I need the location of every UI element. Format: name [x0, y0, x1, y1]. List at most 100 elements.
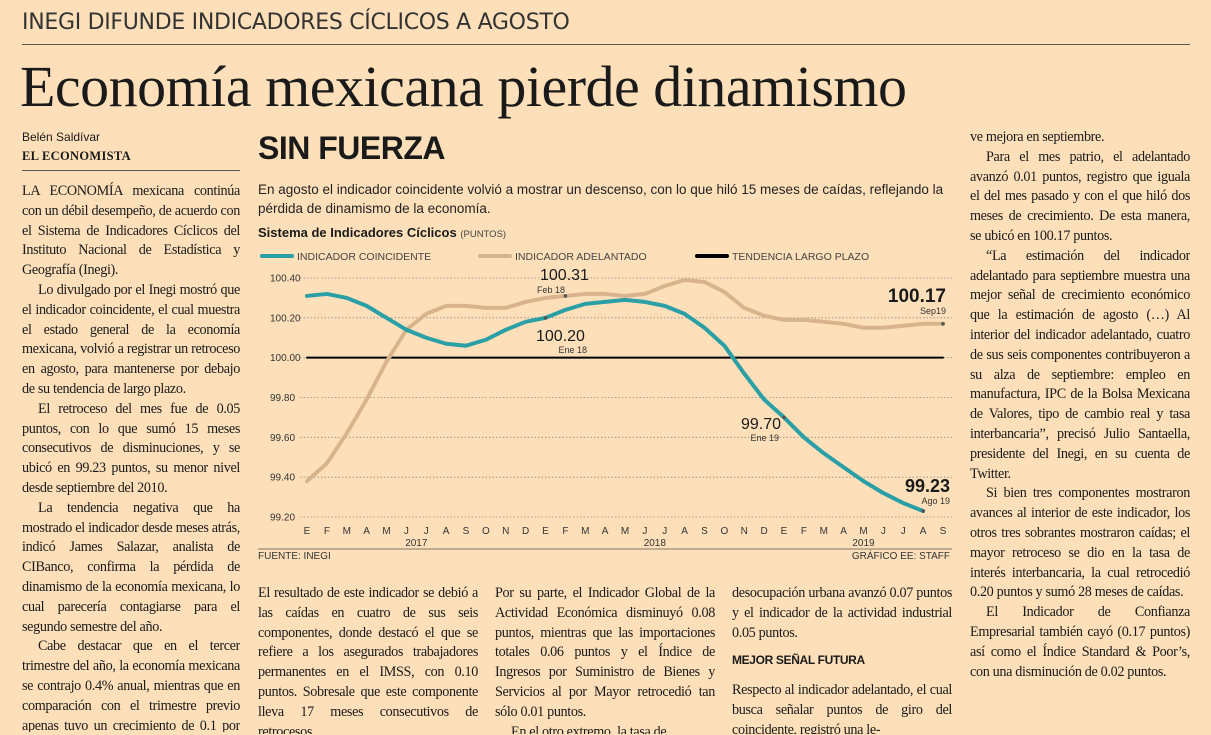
x-tick-label: D	[522, 526, 529, 537]
annotation-value: 99.23	[905, 476, 950, 496]
paragraph: “La estimación del indicador adelantado …	[970, 247, 1190, 482]
column-text: desocupación urbana avanzó 0.07 puntos y…	[732, 584, 952, 643]
column-text: Respecto al indicador adelantado, el cua…	[732, 681, 952, 734]
paragraph: El Indicador de Confianza Empresarial ta…	[970, 604, 1190, 680]
x-tick-label: E	[542, 526, 549, 537]
annotation-date: Ene 18	[558, 345, 587, 355]
annotation-value: 99.70	[741, 416, 781, 433]
annotation-dot	[543, 316, 548, 320]
y-tick-label: 99.60	[270, 433, 295, 444]
y-tick-label: 99.20	[270, 513, 295, 524]
annotation-date: Feb 18	[537, 285, 565, 295]
x-tick-label: F	[324, 526, 330, 537]
x-tick-label: M	[581, 526, 589, 537]
x-tick-label: M	[859, 526, 867, 537]
x-tick-label: F	[801, 526, 807, 537]
annotation-date: Ago 19	[921, 496, 950, 506]
paragraph: La tendencia negativa que ha mostrado el…	[22, 499, 240, 635]
y-tick-label: 99.80	[270, 393, 295, 404]
bottom-column: El resultado de este indicador se debió …	[258, 584, 478, 734]
left-column: LA ECONOMÍA mexicana continúa con un déb…	[22, 182, 240, 732]
y-tick-label: 100.00	[270, 353, 301, 364]
year-label: 2017	[405, 538, 428, 549]
x-tick-label: J	[901, 526, 906, 537]
x-tick-label: M	[820, 526, 828, 537]
x-tick-label: J	[662, 526, 667, 537]
annotation-value: 100.17	[888, 286, 946, 307]
legend-label: INDICADOR COINCIDENTE	[297, 251, 431, 263]
paragraph: LA ECONOMÍA mexicana continúa con un déb…	[22, 183, 240, 279]
x-tick-label: E	[781, 526, 788, 537]
x-tick-label: A	[602, 526, 609, 537]
paragraph: El resultado de este indicador se debió …	[258, 585, 478, 734]
x-tick-label: M	[343, 526, 351, 537]
paragraph: Para el mes patrio, el adelantado avanzó…	[970, 148, 1190, 244]
legend-label: INDICADOR ADELANTADO	[515, 251, 647, 263]
x-tick-label: A	[920, 526, 927, 537]
paragraph: desocupación urbana avanzó 0.07 puntos y…	[732, 585, 952, 641]
x-tick-label: O	[482, 526, 490, 537]
x-tick-label: M	[382, 526, 390, 537]
paragraph: El retroceso del mes fue de 0.05 puntos,…	[22, 400, 240, 496]
x-tick-label: S	[940, 526, 947, 537]
x-tick-label: O	[720, 526, 728, 537]
annotation-dot	[563, 294, 568, 298]
annotation-dot	[921, 509, 925, 513]
paragraph: Cabe destacar que en el tercer trimestre…	[22, 638, 240, 732]
x-tick-label: J	[642, 526, 647, 537]
y-tick-label: 99.40	[270, 473, 295, 484]
rule	[22, 44, 1190, 45]
source: FUENTE: INEGI	[258, 551, 331, 562]
year-label: 2019	[852, 538, 875, 549]
year-label: 2018	[644, 538, 667, 549]
author: Belén Saldívar	[22, 130, 101, 144]
paragraph: ve mejora en septiembre.	[970, 129, 1105, 145]
y-tick-label: 100.40	[270, 274, 301, 285]
chart-subtitle: En agosto el indicador coincidente volvi…	[258, 182, 944, 216]
bottom-column: desocupación urbana avanzó 0.07 puntos y…	[732, 584, 952, 734]
paragraph: Si bien tres componentes mostraron avanc…	[970, 485, 1190, 601]
x-tick-label: S	[701, 526, 708, 537]
annotation-dot	[782, 415, 786, 420]
kicker: INEGI DIFUNDE INDICADORES CÍCLICOS A AGO…	[22, 10, 570, 35]
annotation-value: 100.31	[540, 267, 589, 284]
credit: GRÁFICO EE: STAFF	[852, 549, 950, 562]
y-tick-label: 100.20	[270, 313, 301, 324]
x-tick-label: A	[681, 526, 688, 537]
x-tick-label: J	[404, 526, 409, 537]
x-tick-label: D	[761, 526, 768, 537]
x-tick-label: F	[562, 526, 568, 537]
paragraph: En el otro extremo, la tasa de	[511, 723, 667, 734]
annotation-date: Sep19	[920, 306, 946, 316]
chart: 99.20 99.40 99.60 99.80 100.00 100.20 100.40 E F…	[258, 251, 952, 562]
annotation-dot	[941, 322, 945, 326]
x-tick-label: A	[443, 526, 450, 537]
x-tick-label: N	[502, 526, 509, 537]
subhead: MEJOR SEÑAL FUTURA	[732, 653, 865, 668]
chart-label-text: Sistema de Indicadores Cíclicos	[258, 225, 457, 240]
paragraph: Respecto al indicador adelantado, el cua…	[732, 682, 952, 734]
annotation-date: Ene 19	[750, 433, 779, 443]
chart-label: Sistema de Indicadores Cíclicos (PUNTOS)	[258, 225, 506, 240]
x-tick-label: S	[463, 526, 470, 537]
x-tick-label: M	[621, 526, 629, 537]
chart-title: SIN FUERZA	[258, 130, 446, 166]
series-line	[305, 291, 926, 514]
x-tick-label: A	[363, 526, 370, 537]
x-tick-label: N	[741, 526, 748, 537]
outlet: EL ECONOMISTA	[22, 149, 131, 163]
x-tick-label: J	[424, 526, 429, 537]
paragraph: Lo divulgado por el Inegi mostró que el …	[22, 281, 240, 397]
unit-label: (PUNTOS)	[460, 229, 507, 240]
x-tick-label: A	[840, 526, 847, 537]
right-column: ve mejora en septiembre. Para el mes patr…	[970, 128, 1190, 732]
bottom-column: Por su parte, el Indicador Global de la …	[495, 584, 715, 734]
annotation-value: 100.20	[536, 328, 585, 345]
paragraph: Por su parte, el Indicador Global de la …	[495, 585, 715, 720]
rule	[22, 170, 240, 171]
legend-label: TENDENCIA LARGO PLAZO	[732, 251, 869, 263]
headline: Economía mexicana pierde dinamismo	[20, 54, 907, 119]
x-tick-label: E	[304, 526, 311, 537]
series-line	[305, 277, 945, 484]
